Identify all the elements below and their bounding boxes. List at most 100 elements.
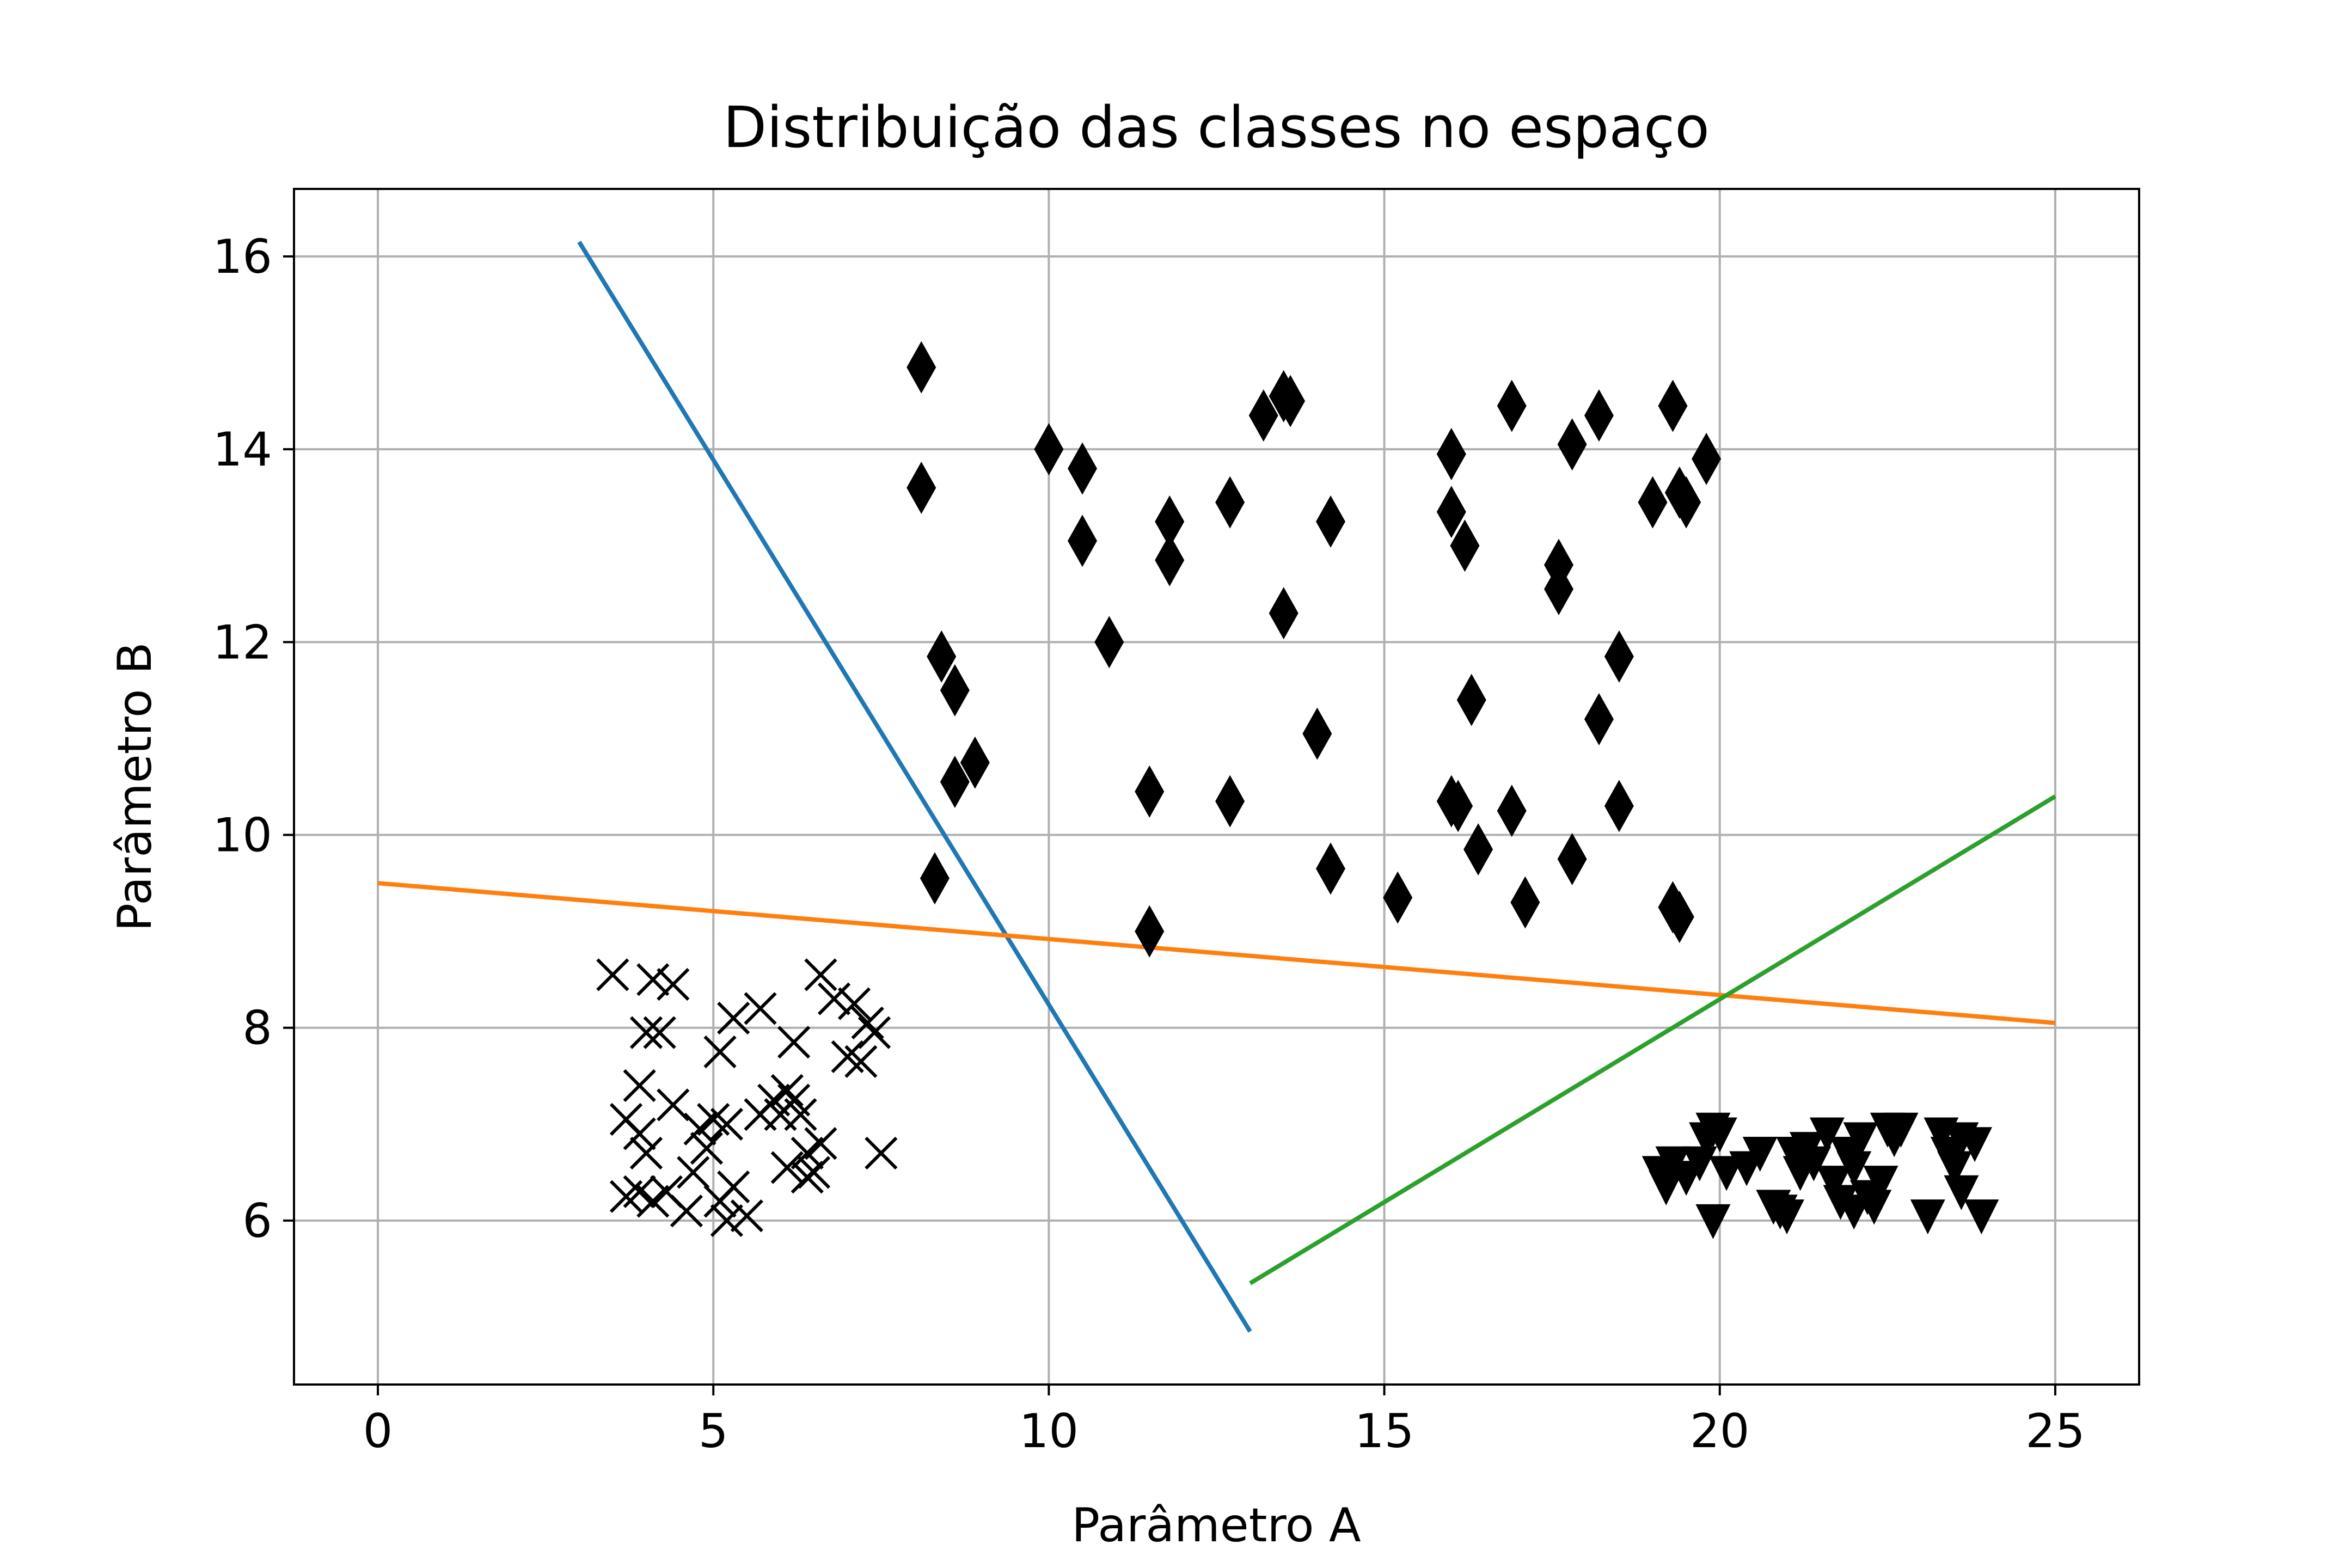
- triangle-marker-point: [1937, 1151, 1973, 1186]
- diamond-marker-point: [906, 341, 936, 394]
- x-marker-point: [636, 1185, 670, 1218]
- x-axis-label: Parâmetro A: [1071, 1498, 1361, 1553]
- x-marker-point: [710, 1204, 743, 1238]
- diamond-marker-point: [1316, 495, 1346, 548]
- diamond-marker-point: [1456, 673, 1486, 726]
- fitted-line: [577, 241, 1252, 1333]
- x-marker-point: [703, 1035, 737, 1069]
- diamond-marker-point: [1584, 693, 1614, 746]
- triangle-marker-point: [1883, 1112, 1919, 1148]
- diamond-marker-point: [1094, 616, 1124, 669]
- diamond-marker-point: [940, 664, 970, 716]
- diamond-marker-point: [1604, 630, 1634, 683]
- x-tick-label: 25: [2025, 1404, 2085, 1459]
- x-marker-point: [791, 1136, 824, 1170]
- data-points: [596, 341, 1999, 1239]
- diamond-marker-point: [927, 630, 957, 683]
- diamond-marker-point: [1463, 823, 1493, 876]
- diamond-marker-point: [1638, 476, 1668, 529]
- diamond-marker-point: [1383, 871, 1413, 924]
- ticks: 0 5 10 15 20 25 6 8 10 12 14 16: [213, 230, 2085, 1459]
- x-marker-point: [770, 1151, 804, 1184]
- diamond-marker-point: [1068, 514, 1098, 567]
- x-marker-point: [857, 1016, 891, 1049]
- diamond-marker-point: [1497, 785, 1527, 837]
- diamond-marker-point: [1671, 476, 1701, 529]
- y-tick-label: 12: [213, 615, 272, 670]
- diamond-marker-point: [1497, 379, 1527, 432]
- x-marker-point: [657, 967, 690, 1001]
- x-marker-point: [777, 1026, 811, 1059]
- triangle-marker-point: [1863, 1166, 1898, 1201]
- diamond-marker-point: [1155, 495, 1185, 548]
- diamond-marker-point: [1436, 428, 1466, 481]
- x-marker-point: [804, 1127, 837, 1160]
- grid: [294, 189, 2139, 1385]
- triangle-marker-point: [1649, 1170, 1684, 1205]
- triangle-marker-point: [1843, 1122, 1878, 1157]
- x-marker-point: [744, 992, 777, 1025]
- diamond-marker-point: [1450, 519, 1480, 572]
- plot-frame: [293, 188, 2140, 1386]
- triangle-marker-point: [1836, 1195, 1872, 1230]
- x-marker-point: [817, 982, 851, 1015]
- diamond-marker-point: [1276, 375, 1306, 427]
- diamond-marker-point: [1135, 765, 1165, 818]
- x-marker-point: [784, 1098, 817, 1131]
- x-marker-point: [844, 1045, 878, 1078]
- diamond-marker-point: [1658, 379, 1688, 432]
- x-marker-point: [677, 1156, 710, 1189]
- x-marker-point: [791, 1161, 824, 1194]
- x-tick-label: 5: [699, 1404, 728, 1459]
- triangle-marker-point: [1695, 1204, 1731, 1239]
- x-marker-point: [657, 1088, 690, 1122]
- x-tick-label: 0: [363, 1404, 393, 1459]
- diamond-marker-point: [1557, 418, 1587, 471]
- diamond-marker-point: [1215, 775, 1245, 828]
- triangle-marker-point: [1964, 1199, 1999, 1235]
- diamond-marker-point: [940, 756, 970, 808]
- diamond-marker-point: [1436, 486, 1466, 538]
- x-marker-point: [683, 1112, 716, 1146]
- diamond-marker-point: [1692, 432, 1722, 485]
- x-marker-point: [623, 1175, 656, 1208]
- diamond-marker-point: [1557, 832, 1587, 885]
- x-marker-point: [730, 1199, 763, 1233]
- x-marker-point: [636, 963, 670, 996]
- diamond-marker-point: [1155, 534, 1185, 586]
- triangle-marker-point: [1682, 1146, 1717, 1181]
- x-marker-point: [717, 1001, 750, 1035]
- x-marker-point: [629, 1016, 663, 1049]
- x-tick-label: 20: [1690, 1404, 1749, 1459]
- x-tick-label: 10: [1019, 1404, 1079, 1459]
- triangle-marker-point: [1809, 1117, 1845, 1153]
- fitted-line: [1249, 794, 2057, 1285]
- diamond-marker-point: [1248, 389, 1278, 442]
- diamond-marker-point: [1584, 389, 1614, 442]
- diamond-marker-point: [1135, 905, 1165, 958]
- y-tick-label: 6: [242, 1194, 272, 1248]
- diamond-marker-point: [1604, 780, 1634, 832]
- diamond-marker-point: [920, 852, 950, 905]
- y-tick-label: 10: [213, 808, 272, 863]
- x-marker-point: [629, 1136, 663, 1170]
- x-marker-point: [670, 1195, 703, 1228]
- triangle-marker-point: [1742, 1136, 1778, 1172]
- y-tick-label: 8: [242, 1001, 272, 1056]
- x-marker-point: [717, 1170, 750, 1204]
- triangle-marker-point: [1957, 1127, 1993, 1162]
- triangle-marker-point: [1944, 1175, 1979, 1210]
- x-marker-point: [865, 1136, 898, 1170]
- x-marker-point: [690, 1131, 724, 1165]
- triangle-marker-point: [1709, 1156, 1744, 1191]
- x-marker-point: [623, 1117, 656, 1150]
- diamond-marker-point: [1302, 707, 1332, 760]
- y-tick-label: 16: [213, 230, 272, 284]
- diamond-marker-point: [1215, 476, 1245, 529]
- x-marker-point: [623, 1069, 656, 1102]
- y-axis-label: Parâmetro B: [108, 642, 162, 932]
- triangle-marker-point: [1769, 1199, 1805, 1235]
- x-marker-point: [851, 1006, 884, 1040]
- x-marker-point: [837, 987, 871, 1020]
